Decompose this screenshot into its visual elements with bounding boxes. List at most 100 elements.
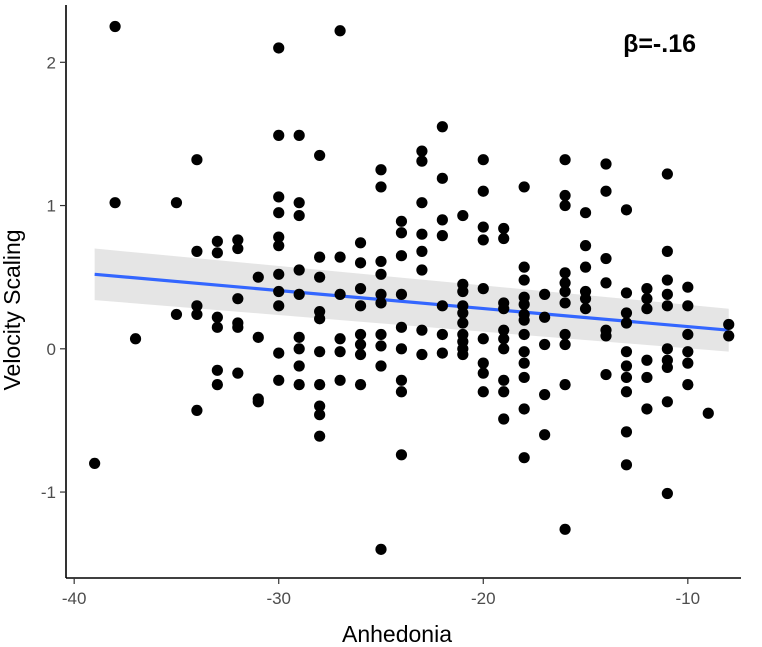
data-point [273,191,285,203]
data-point [661,396,673,408]
data-point [191,404,203,416]
data-point [211,247,223,259]
data-points-layer [89,20,735,555]
data-point [641,293,653,305]
data-point [170,197,183,209]
data-point [273,347,285,359]
data-point [273,374,285,386]
data-point [354,257,367,269]
data-point [375,360,387,372]
data-point [395,321,408,333]
data-point [600,252,612,265]
confidence-band [94,248,729,352]
data-point [661,487,673,500]
data-point [600,277,612,289]
data-point [661,361,673,374]
data-point [252,331,264,343]
data-point [293,360,305,372]
data-point [600,368,612,381]
data-point [273,231,285,243]
data-point [682,300,694,312]
data-point [293,129,305,141]
data-point [498,303,510,315]
data-point [498,324,510,336]
data-point [354,338,367,351]
data-point [314,313,326,325]
data-point [395,227,408,239]
data-point [232,293,244,305]
data-point [191,308,203,321]
data-point [436,300,448,312]
data-point [314,430,326,442]
data-point [314,271,326,283]
y-tick-label: 2 [47,53,56,72]
data-point [723,318,735,331]
data-point [641,303,653,315]
data-point [170,308,183,321]
data-point [395,343,408,355]
data-point [375,340,387,352]
data-point [620,317,633,329]
data-point [477,367,489,379]
data-point [436,172,448,184]
data-point [252,271,264,283]
data-point [518,298,530,310]
data-point [273,300,285,312]
y-tick-label: 1 [47,197,56,216]
data-point [273,129,285,141]
data-point [539,288,551,300]
data-point [498,386,510,398]
data-point [559,523,571,535]
data-point [641,283,653,295]
x-axis-title: Anhedonia [342,621,452,647]
data-point [457,348,469,361]
data-point [354,283,367,295]
data-point [477,386,489,398]
data-point [354,379,367,391]
data-point [436,214,448,226]
data-point [314,409,326,421]
data-point [661,300,673,312]
data-point [518,274,530,286]
data-point [620,459,633,471]
data-point [477,185,489,197]
data-point [682,281,694,293]
data-point [232,242,244,255]
data-point [661,245,673,257]
axes-layer [65,5,741,579]
data-point [191,154,203,166]
data-point [559,379,571,391]
data-point [620,386,633,398]
data-point [211,235,223,247]
data-point [436,121,448,133]
data-point [579,261,592,273]
data-point [375,181,387,193]
data-point [477,234,489,246]
data-point [354,300,367,312]
data-point [273,285,285,298]
data-point [232,367,244,379]
data-point [641,354,653,366]
data-point [477,154,489,166]
data-point [354,328,367,341]
data-point [293,209,305,222]
data-point [273,207,285,219]
data-point [232,321,244,333]
data-point [375,288,387,300]
data-point [518,371,530,384]
data-point [498,374,510,386]
data-point [661,288,673,300]
data-point [109,20,121,33]
data-point [436,347,448,359]
data-point [477,357,489,369]
y-ticks: -1 0 1 2 [41,53,66,502]
data-point [334,25,346,37]
data-point [620,371,633,384]
data-point [354,348,367,361]
data-point [620,287,633,299]
data-point [600,185,612,197]
data-point [375,328,387,341]
data-point [395,288,408,300]
data-point [129,333,142,345]
data-point [702,407,714,419]
